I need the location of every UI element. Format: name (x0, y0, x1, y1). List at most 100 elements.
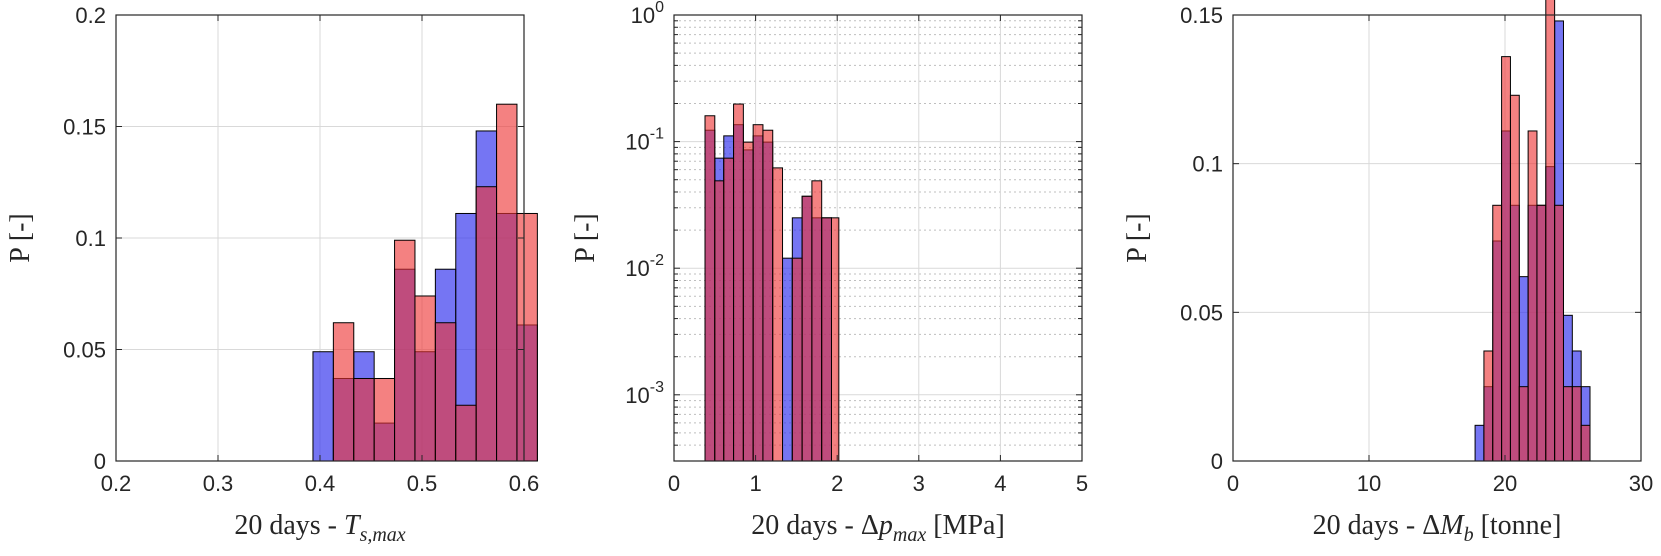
y-tick-label-exponent: -2 (650, 252, 664, 269)
x-tick-label: 0.4 (305, 471, 336, 496)
axes-box (1232, 14, 1642, 462)
x-tick-label: 30 (1629, 471, 1653, 496)
y-tick-label: 0.1 (75, 226, 106, 251)
histogram-bar (373, 377, 396, 462)
y-tick-label: 0 (94, 449, 106, 474)
histogram-bar (1527, 130, 1538, 462)
x-axis-label-suffix: [tonne] (1474, 510, 1562, 541)
histogram-bar (332, 322, 355, 462)
y-tick-label: 10-3 (625, 379, 664, 408)
series-b (1483, 0, 1591, 462)
y-tick-label: 0.05 (63, 338, 106, 363)
histogram-bar (733, 103, 744, 462)
x-tick-label: 20 (1493, 471, 1517, 496)
x-tick-label: 3 (913, 471, 925, 496)
x-axis-label-symbol: T (344, 510, 362, 541)
histogram-bar (704, 115, 716, 462)
histogram-bar (1492, 204, 1503, 462)
histogram-bar (1554, 204, 1564, 462)
histogram-bar (434, 322, 457, 462)
histogram-bar (723, 157, 735, 462)
histogram-bar (1545, 0, 1556, 462)
x-axis-label-subscript: s,max (360, 524, 406, 546)
y-tick-label: 0.2 (75, 3, 106, 28)
histogram-bar (1474, 424, 1485, 462)
histogram-bar (772, 167, 784, 462)
histogram-bar (762, 129, 774, 462)
histogram-bar (1483, 350, 1494, 462)
y-tick-label: 0 (1211, 449, 1223, 474)
y-tick-label-base: 10 (625, 256, 649, 281)
histogram-bar (312, 351, 334, 462)
y-tick-label-base: 10 (631, 3, 655, 28)
y-axis-label: P [-] (570, 213, 601, 263)
x-tick-label: 0.3 (203, 471, 234, 496)
histogram-bar (821, 217, 832, 462)
series-b (704, 103, 840, 462)
x-axis-label-prefix: 20 days - (234, 510, 344, 541)
histogram-bar (1536, 204, 1547, 462)
chart-panel-3: 0 10 20 30 0 0.05 0.1 0.15 P [-] 20 days - ΔMb [t… (1122, 0, 1653, 546)
histogram-bar (830, 217, 840, 462)
y-tick-label: 0.15 (63, 115, 106, 140)
x-axis-label-symbol: p (877, 510, 893, 541)
histogram-bar (742, 141, 754, 462)
y-axis-label: P [-] (5, 213, 36, 263)
y-tick-label-base: 10 (625, 130, 649, 155)
histogram-bar (1518, 386, 1529, 462)
x-axis-label: 20 days - Ts,max (234, 510, 405, 546)
histogram-bar (516, 212, 538, 462)
y-tick-label-exponent: 0 (655, 0, 664, 16)
histogram-bar (1580, 424, 1591, 462)
histogram-bar (1562, 386, 1573, 462)
histogram-bar (801, 195, 813, 462)
y-tick-label: 10-1 (625, 126, 664, 155)
chart-panel-1: 0.2 0.3 0.4 0.5 0.6 0 0.05 0.1 0.15 0.2 P [-] 20 da… (5, 3, 539, 546)
x-tick-label: 10 (1357, 471, 1381, 496)
x-tick-label: 5 (1076, 471, 1088, 496)
y-tick-label: 0.1 (1192, 152, 1223, 177)
histogram-bar (353, 377, 375, 462)
histogram-bar (394, 239, 416, 462)
y-tick-label-exponent: -1 (650, 126, 664, 143)
x-tick-label: 1 (749, 471, 761, 496)
y-axis-label: P [-] (1122, 213, 1153, 263)
histogram-bar (782, 257, 793, 462)
x-tick-label: 0.2 (101, 471, 132, 496)
x-axis-label-suffix: [MPa] (926, 510, 1005, 541)
histogram-bar (714, 180, 725, 462)
histogram-bar (1501, 56, 1511, 462)
x-tick-label: 0.6 (509, 471, 540, 496)
x-axis-label-subscript: max (893, 524, 926, 546)
y-tick-label-base: 10 (625, 383, 649, 408)
x-axis-label: 20 days - Δpmax [MPa] (751, 510, 1005, 546)
axes-box (673, 14, 1083, 462)
x-tick-label: 0 (1227, 471, 1239, 496)
x-axis-label: 20 days - ΔMb [tonne] (1313, 510, 1562, 546)
histogram-bar (811, 180, 823, 462)
x-tick-label: 0 (668, 471, 680, 496)
x-axis-label-symbol: M (1439, 510, 1465, 541)
histogram-bar (791, 257, 803, 462)
y-tick-label: 10-2 (625, 252, 664, 281)
histogram-bar (455, 404, 477, 462)
histogram-bar (414, 295, 436, 462)
x-tick-label: 4 (994, 471, 1006, 496)
x-axis-label-subscript: b (1464, 524, 1474, 546)
x-tick-label: 2 (831, 471, 843, 496)
x-axis-label-prefix: 20 days - Δ (1313, 510, 1441, 541)
histogram-bar (1571, 386, 1582, 462)
x-tick-label: 0.5 (407, 471, 438, 496)
histogram-bar (475, 186, 498, 462)
histogram-bar (752, 124, 764, 462)
histogram-bar (496, 103, 518, 462)
x-axis-label-prefix: 20 days - Δ (751, 510, 879, 541)
y-tick-label-exponent: -3 (650, 379, 664, 396)
y-tick-label: 0.05 (1180, 300, 1223, 325)
y-tick-label: 0.15 (1180, 3, 1223, 28)
series-b (332, 103, 538, 462)
histogram-bar (1509, 94, 1520, 462)
y-tick-label: 100 (631, 0, 664, 28)
